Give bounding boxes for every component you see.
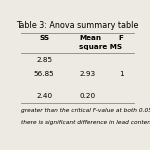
Text: Mean: Mean [79, 35, 101, 41]
Text: square MS: square MS [79, 44, 122, 50]
Text: greater than the critical F-value at both 0.05 and 0.: greater than the critical F-value at bot… [21, 108, 150, 113]
Text: there is significant difference in lead content of pu: there is significant difference in lead … [21, 120, 150, 125]
Text: 2.40: 2.40 [36, 93, 52, 99]
Text: F: F [119, 35, 124, 41]
Text: 2.93: 2.93 [79, 71, 95, 77]
Text: SS: SS [39, 35, 49, 41]
Text: 2.85: 2.85 [36, 57, 52, 63]
Text: Table 3: Anova summary table: Table 3: Anova summary table [16, 21, 138, 30]
Text: 0.20: 0.20 [79, 93, 95, 99]
Text: 1: 1 [119, 71, 123, 77]
Text: 56.85: 56.85 [34, 71, 55, 77]
